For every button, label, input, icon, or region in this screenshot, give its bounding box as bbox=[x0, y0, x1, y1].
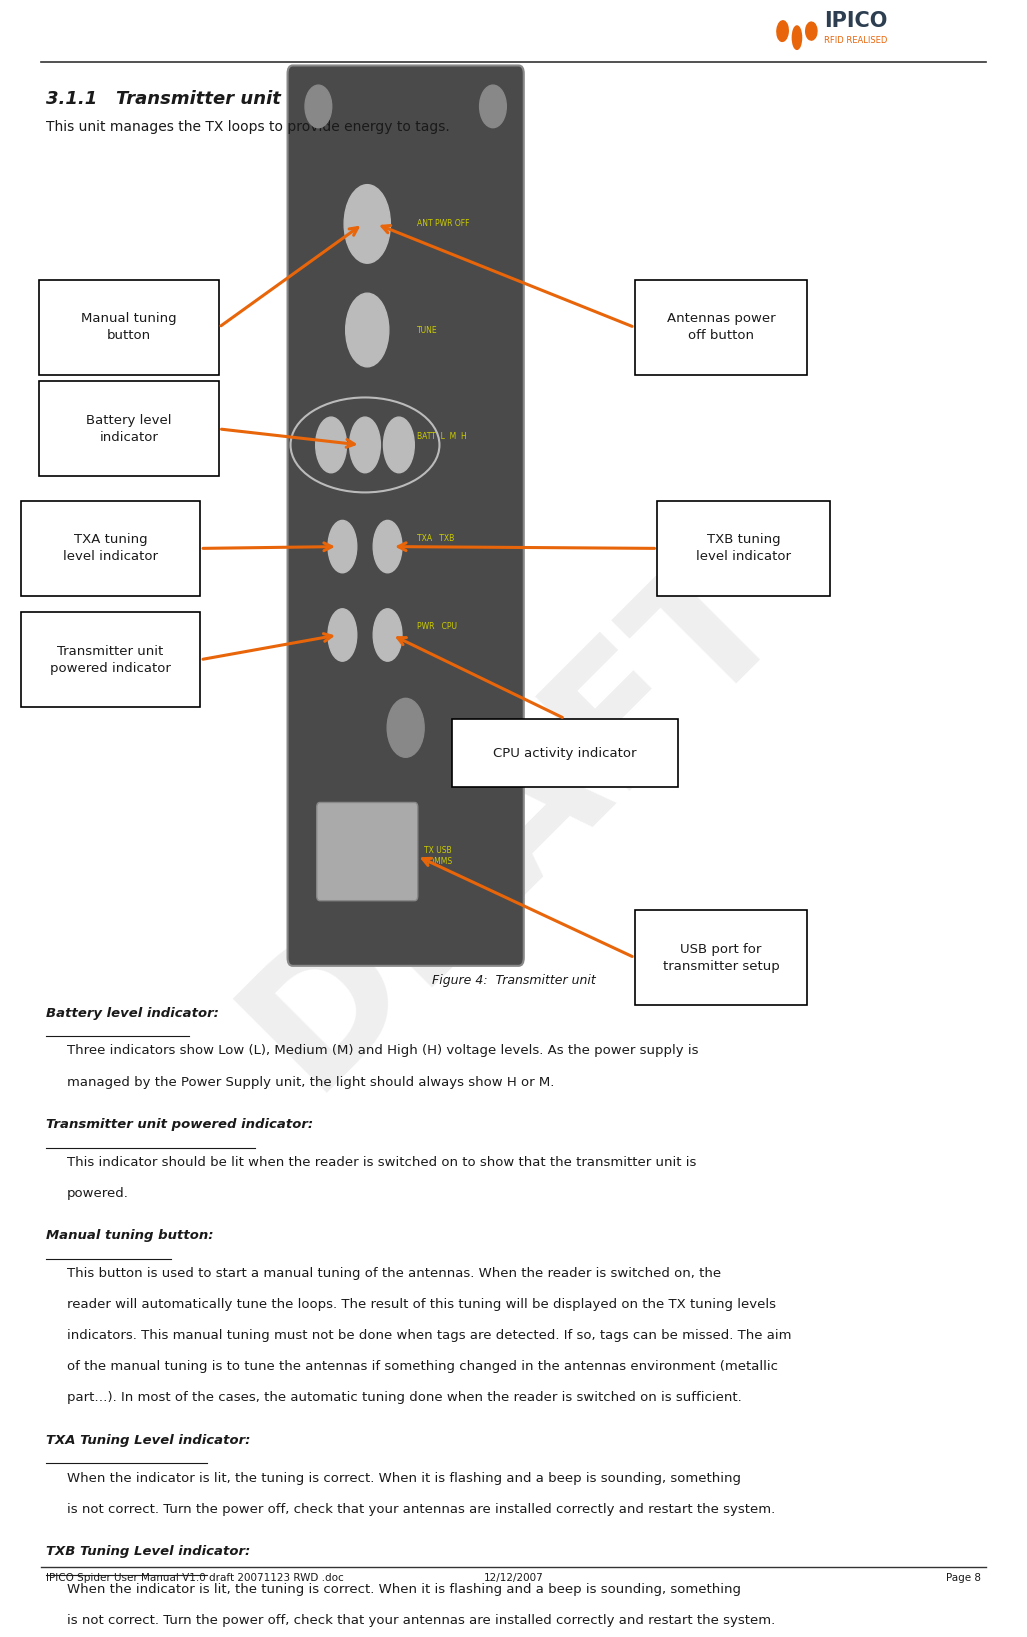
Circle shape bbox=[387, 699, 424, 758]
Text: 12/12/2007: 12/12/2007 bbox=[484, 1573, 543, 1583]
Text: Figure 4:  Transmitter unit: Figure 4: Transmitter unit bbox=[431, 974, 596, 987]
Text: reader will automatically tune the loops. The result of this tuning will be disp: reader will automatically tune the loops… bbox=[67, 1298, 775, 1311]
Text: DRAFT: DRAFT bbox=[213, 517, 814, 1120]
Text: powered.: powered. bbox=[67, 1187, 128, 1200]
Text: Battery level
indicator: Battery level indicator bbox=[86, 414, 172, 444]
Text: is not correct. Turn the power off, check that your antennas are installed corre: is not correct. Turn the power off, chec… bbox=[67, 1503, 775, 1516]
Text: is not correct. Turn the power off, check that your antennas are installed corre: is not correct. Turn the power off, chec… bbox=[67, 1614, 775, 1627]
Text: TXA tuning
level indicator: TXA tuning level indicator bbox=[63, 534, 158, 563]
Text: IPICO Spider User Manual V1.0 draft 20071123 RWD .doc: IPICO Spider User Manual V1.0 draft 2007… bbox=[46, 1573, 344, 1583]
Ellipse shape bbox=[373, 609, 402, 661]
Text: PWR   CPU: PWR CPU bbox=[417, 622, 457, 632]
FancyBboxPatch shape bbox=[288, 65, 524, 966]
FancyBboxPatch shape bbox=[452, 719, 678, 787]
FancyBboxPatch shape bbox=[316, 802, 418, 900]
Ellipse shape bbox=[373, 521, 402, 573]
Text: TXB tuning
level indicator: TXB tuning level indicator bbox=[696, 534, 791, 563]
Text: of the manual tuning is to tune the antennas if something changed in the antenna: of the manual tuning is to tune the ante… bbox=[67, 1360, 777, 1373]
Text: Transmitter unit powered indicator:: Transmitter unit powered indicator: bbox=[46, 1118, 313, 1131]
Ellipse shape bbox=[328, 521, 356, 573]
FancyBboxPatch shape bbox=[39, 381, 219, 476]
Text: part…). In most of the cases, the automatic tuning done when the reader is switc: part…). In most of the cases, the automa… bbox=[67, 1391, 741, 1405]
Text: USB port for
transmitter setup: USB port for transmitter setup bbox=[662, 943, 779, 972]
Circle shape bbox=[305, 85, 332, 128]
FancyBboxPatch shape bbox=[635, 910, 807, 1005]
Text: This indicator should be lit when the reader is switched on to show that the tra: This indicator should be lit when the re… bbox=[67, 1156, 696, 1169]
Ellipse shape bbox=[315, 417, 346, 473]
Text: Antennas power
off button: Antennas power off button bbox=[667, 313, 775, 342]
Text: TXA   TXB: TXA TXB bbox=[417, 534, 454, 543]
Text: BATT  L  M  H: BATT L M H bbox=[417, 432, 466, 442]
Text: Transmitter unit
powered indicator: Transmitter unit powered indicator bbox=[50, 645, 170, 674]
Text: managed by the Power Supply unit, the light should always show H or M.: managed by the Power Supply unit, the li… bbox=[67, 1076, 555, 1089]
FancyBboxPatch shape bbox=[39, 280, 219, 375]
Text: Manual tuning button:: Manual tuning button: bbox=[46, 1229, 214, 1242]
Text: TXB Tuning Level indicator:: TXB Tuning Level indicator: bbox=[46, 1545, 251, 1558]
Ellipse shape bbox=[383, 417, 414, 473]
Text: Three indicators show Low (L), Medium (M) and High (H) voltage levels. As the po: Three indicators show Low (L), Medium (M… bbox=[67, 1044, 698, 1058]
Text: Manual tuning
button: Manual tuning button bbox=[81, 313, 177, 342]
FancyBboxPatch shape bbox=[21, 612, 200, 707]
Text: RFID REALISED: RFID REALISED bbox=[824, 36, 887, 46]
Ellipse shape bbox=[346, 293, 389, 367]
Text: Battery level indicator:: Battery level indicator: bbox=[46, 1007, 219, 1020]
Text: When the indicator is lit, the tuning is correct. When it is flashing and a beep: When the indicator is lit, the tuning is… bbox=[67, 1472, 740, 1485]
FancyBboxPatch shape bbox=[657, 501, 830, 596]
Text: TXA Tuning Level indicator:: TXA Tuning Level indicator: bbox=[46, 1434, 251, 1447]
Text: TUNE: TUNE bbox=[417, 326, 438, 334]
Text: Page 8: Page 8 bbox=[946, 1573, 981, 1583]
Ellipse shape bbox=[344, 185, 390, 264]
Ellipse shape bbox=[805, 21, 817, 41]
Text: 3.1.1   Transmitter unit: 3.1.1 Transmitter unit bbox=[46, 90, 281, 108]
Ellipse shape bbox=[349, 417, 380, 473]
Text: ANT PWR OFF: ANT PWR OFF bbox=[417, 219, 469, 229]
Ellipse shape bbox=[776, 21, 789, 41]
Ellipse shape bbox=[793, 26, 801, 49]
Circle shape bbox=[480, 85, 506, 128]
Text: TX USB
COMMS: TX USB COMMS bbox=[424, 846, 453, 866]
Text: This unit manages the TX loops to provide energy to tags.: This unit manages the TX loops to provid… bbox=[46, 120, 450, 134]
Ellipse shape bbox=[328, 609, 356, 661]
FancyBboxPatch shape bbox=[635, 280, 807, 375]
FancyBboxPatch shape bbox=[21, 501, 200, 596]
Text: IPICO: IPICO bbox=[824, 11, 887, 31]
Text: When the indicator is lit, the tuning is correct. When it is flashing and a beep: When the indicator is lit, the tuning is… bbox=[67, 1583, 740, 1596]
Text: CPU activity indicator: CPU activity indicator bbox=[493, 746, 637, 760]
Text: indicators. This manual tuning must not be done when tags are detected. If so, t: indicators. This manual tuning must not … bbox=[67, 1329, 791, 1342]
Text: This button is used to start a manual tuning of the antennas. When the reader is: This button is used to start a manual tu… bbox=[67, 1267, 721, 1280]
